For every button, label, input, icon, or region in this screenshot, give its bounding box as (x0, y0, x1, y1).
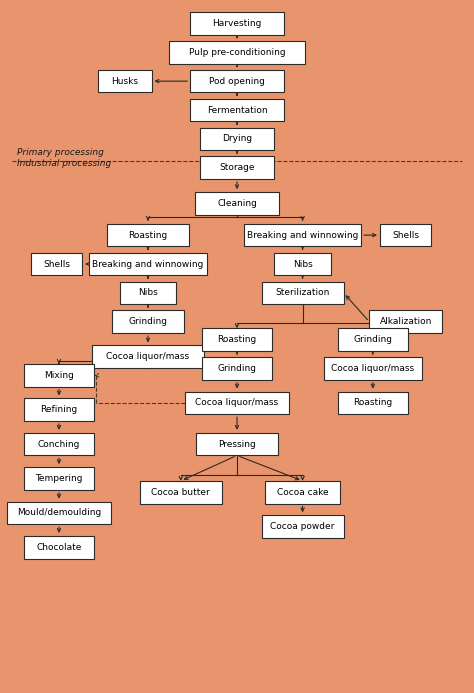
FancyBboxPatch shape (112, 310, 184, 333)
FancyBboxPatch shape (190, 70, 284, 92)
FancyBboxPatch shape (202, 328, 272, 351)
Text: Cocoa butter: Cocoa butter (151, 488, 210, 497)
FancyBboxPatch shape (262, 516, 344, 538)
FancyBboxPatch shape (337, 392, 408, 414)
FancyBboxPatch shape (24, 432, 94, 455)
FancyBboxPatch shape (140, 481, 222, 504)
FancyBboxPatch shape (190, 98, 284, 121)
FancyBboxPatch shape (8, 502, 110, 524)
Text: Storage: Storage (219, 164, 255, 173)
Text: Harvesting: Harvesting (212, 19, 262, 28)
Text: Refining: Refining (40, 405, 78, 414)
Text: Cleaning: Cleaning (217, 199, 257, 208)
Text: Primary processing: Primary processing (17, 148, 104, 157)
FancyBboxPatch shape (169, 41, 305, 64)
Text: Conching: Conching (38, 439, 80, 448)
Text: Chocolate: Chocolate (36, 543, 82, 552)
Text: Pod opening: Pod opening (209, 77, 265, 86)
FancyBboxPatch shape (195, 192, 279, 215)
FancyBboxPatch shape (24, 364, 94, 387)
FancyBboxPatch shape (24, 467, 94, 490)
Text: Sterilization: Sterilization (275, 288, 330, 297)
FancyBboxPatch shape (262, 281, 344, 304)
Text: Breaking and winnowing: Breaking and winnowing (92, 259, 204, 268)
FancyBboxPatch shape (185, 392, 289, 414)
Text: Grinding: Grinding (128, 317, 167, 326)
Text: Roasting: Roasting (353, 398, 392, 407)
Text: Drying: Drying (222, 134, 252, 143)
Text: Industrial processing: Industrial processing (17, 159, 111, 168)
Text: Grinding: Grinding (218, 364, 256, 373)
FancyBboxPatch shape (200, 157, 274, 179)
Text: Cocoa liquor/mass: Cocoa liquor/mass (107, 352, 190, 361)
FancyBboxPatch shape (107, 224, 189, 247)
FancyBboxPatch shape (244, 224, 361, 247)
FancyBboxPatch shape (200, 128, 274, 150)
Text: Fermentation: Fermentation (207, 105, 267, 114)
Text: Shells: Shells (392, 231, 419, 240)
FancyBboxPatch shape (324, 357, 422, 380)
Text: Mixing: Mixing (44, 371, 74, 380)
FancyBboxPatch shape (98, 70, 152, 92)
FancyBboxPatch shape (24, 398, 94, 421)
Text: Cocoa liquor/mass: Cocoa liquor/mass (331, 364, 414, 373)
FancyBboxPatch shape (31, 253, 82, 275)
Text: Roasting: Roasting (128, 231, 168, 240)
Text: Cocoa cake: Cocoa cake (277, 488, 328, 497)
FancyBboxPatch shape (92, 346, 204, 368)
Text: Alkalization: Alkalization (380, 317, 432, 326)
Text: Nibs: Nibs (138, 288, 158, 297)
FancyBboxPatch shape (90, 253, 207, 275)
Text: Breaking and winnowing: Breaking and winnowing (247, 231, 358, 240)
FancyBboxPatch shape (274, 253, 331, 275)
FancyBboxPatch shape (120, 281, 176, 304)
Text: Tempering: Tempering (35, 474, 83, 483)
FancyBboxPatch shape (196, 432, 278, 455)
Text: Pressing: Pressing (218, 439, 256, 448)
Text: Cocoa powder: Cocoa powder (270, 522, 335, 531)
FancyBboxPatch shape (265, 481, 340, 504)
Text: Pulp pre-conditioning: Pulp pre-conditioning (189, 48, 285, 57)
Text: Nibs: Nibs (293, 259, 312, 268)
FancyBboxPatch shape (337, 328, 408, 351)
FancyBboxPatch shape (202, 357, 272, 380)
Text: Mould/demoulding: Mould/demoulding (17, 509, 101, 518)
FancyBboxPatch shape (380, 224, 431, 247)
Text: Shells: Shells (43, 259, 70, 268)
FancyBboxPatch shape (190, 12, 284, 35)
Text: Cocoa liquor/mass: Cocoa liquor/mass (195, 398, 279, 407)
Text: Husks: Husks (111, 77, 138, 86)
FancyBboxPatch shape (369, 310, 442, 333)
FancyBboxPatch shape (24, 536, 94, 559)
Text: Roasting: Roasting (218, 335, 256, 344)
Text: Grinding: Grinding (353, 335, 392, 344)
